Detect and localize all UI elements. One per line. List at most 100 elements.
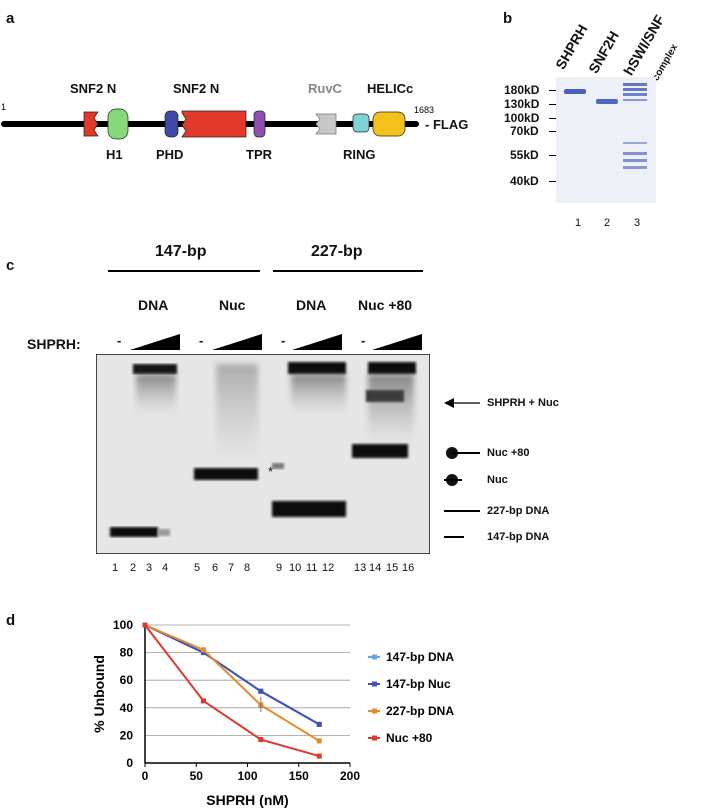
legend-label: 227-bp DNA [386,704,454,718]
label-snf2n-1: SNF2 N [70,81,117,96]
data-point [200,650,206,656]
lane-number: 6 [212,562,219,574]
marker-180: 180kD [504,83,540,97]
marker-100: 100kD [504,111,540,125]
lane-number: 7 [228,562,235,574]
gel-b-header-shprh: SHPRH [552,21,591,72]
arrow-head [444,398,454,408]
band-227-bound [288,362,346,374]
label-ruvc: RuvC [308,81,342,96]
tick-70 [549,131,556,132]
band-complex-6 [623,152,647,155]
label-tpr: TPR [246,147,272,162]
minus-1: - [117,333,122,348]
series-line [144,624,320,742]
start-residue: 1 [1,102,6,112]
band-147-nuc [194,468,258,480]
band-147-free [110,527,158,537]
y-tick-label: 100 [113,618,133,632]
lane-number: 1 [112,562,119,574]
band-nuc80 [352,444,408,458]
group-227bp-bar [273,270,423,272]
lane-number: 9 [276,562,283,574]
gel-b-lane-3: 3 [634,217,641,229]
lane-number: 8 [244,562,251,574]
snf2n-domain-2 [181,110,247,138]
band-shprh [564,89,586,94]
lane-number: 15 [386,562,399,574]
panel-label-b: b [503,10,513,27]
data-point [316,753,322,759]
band-nuc80-bound [368,362,416,374]
x-tick-label: 200 [340,769,360,783]
shprh-label: SHPRH: [27,336,81,352]
panel-label-d: d [6,612,16,629]
legend-nuc: Nuc [487,474,508,486]
panel-label-c: c [6,257,15,274]
lane-number: 10 [289,562,302,574]
gel-c-legend-glyphs [444,398,480,538]
chart-series [142,622,322,759]
emsa-gel [96,354,430,554]
y-tick-label: 0 [126,756,133,770]
band-complex-1 [623,83,647,86]
legend-147-dna: 147-bp DNA [487,531,550,543]
gel-b-lane-2: 2 [604,217,611,229]
smear-147-nuc [216,364,258,464]
wedge-2 [212,334,262,350]
band-complex-3 [623,93,647,96]
legend-marker [372,654,377,660]
lane-number: 13 [354,562,367,574]
label-ring: RING [343,147,376,162]
panel-label-a: a [6,10,15,27]
subgroup-nuc80: Nuc +80 [358,297,413,313]
domain-map: 1 1683 [1,102,434,140]
smear-nuc80 [368,374,414,444]
data-point [200,647,206,653]
tick-130 [549,104,556,105]
wedge-3 [292,334,342,350]
group-227bp: 227-bp [311,243,363,260]
band-snf2h [596,99,618,104]
label-helicc: HELICc [367,81,414,96]
data-point [258,688,264,694]
y-tick-label: 60 [120,673,134,687]
legend-label: Nuc +80 [386,731,433,745]
tick-55 [549,155,556,156]
lane-number: 14 [369,562,382,574]
legend-227-dna: 227-bp DNA [487,505,550,517]
band-complex-5 [623,142,647,144]
band-complex-8 [623,166,647,169]
ruvc-domain [315,113,337,135]
series-line [144,624,320,758]
h1-domain [107,108,129,140]
band-227-free [272,501,346,517]
x-tick-label: 0 [142,769,149,783]
band-147-bound [133,364,177,374]
subgroup-dna-1: DNA [138,297,169,313]
group-147bp-bar [108,270,260,272]
wedge-1 [130,334,180,350]
legend-marker [372,708,377,714]
band-asterisk [272,463,284,469]
legend-marker [372,735,377,741]
band-complex-7 [623,159,647,162]
legend-nuc80: Nuc +80 [487,447,530,459]
y-axis-title: % Unbound [91,655,107,733]
minus-3: - [281,333,286,348]
data-point [258,737,264,743]
smear-147-bound [136,374,176,414]
minus-4: - [361,333,366,348]
gel-b-header-snf2h: SNF2H [585,28,622,77]
legend-shprh-nuc: SHPRH + Nuc [487,397,559,409]
lane-number: 3 [146,562,153,574]
y-tick-label: 20 [120,728,134,742]
asterisk: * [268,464,274,479]
tpr-domain [253,110,266,138]
series-line [144,624,320,726]
band-complex-4 [623,99,647,101]
lane-number: 12 [322,562,335,574]
subgroup-dna-2: DNA [296,297,327,313]
lane-number: 2 [130,562,137,574]
binding-chart: 0 20 40 60 80 100 0 50 100 150 200 SHPRH (nM) % Unbo… [91,618,454,808]
